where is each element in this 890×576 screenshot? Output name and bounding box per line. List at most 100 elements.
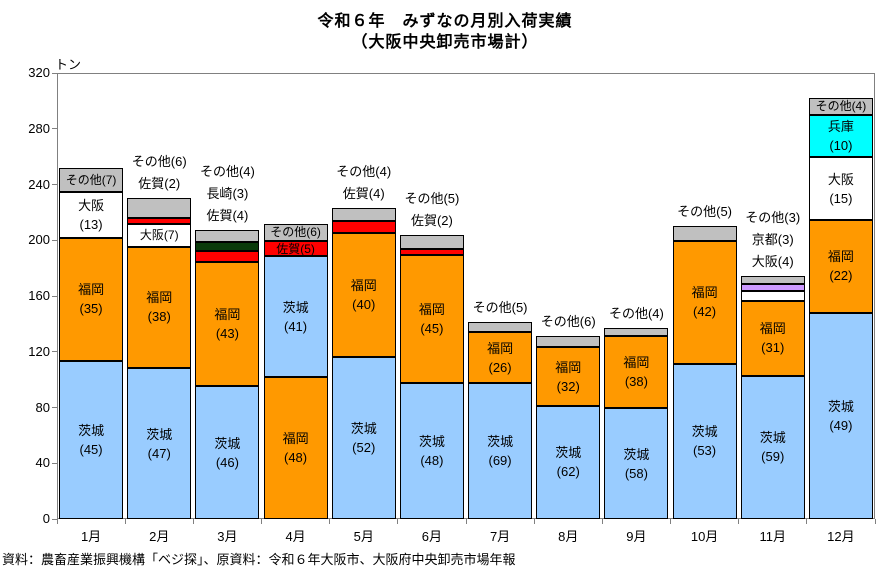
x-axis-tick: [738, 519, 740, 524]
x-axis-tick: [601, 519, 603, 524]
segment-label-1月-その他: その他(7): [65, 173, 117, 188]
segment-label-8月-福岡: 福岡 (32): [555, 359, 582, 394]
bar-segment-5月-その他: [331, 208, 396, 221]
bar-segment-8月-その他: [536, 336, 601, 348]
bar-segment-3月-その他: [195, 230, 260, 243]
month-label-12月: 12月: [827, 529, 855, 544]
bar-segment-8月-茨城: 茨城 (62): [536, 405, 601, 519]
segment-label-10月-福岡: 福岡 (42): [691, 285, 718, 320]
x-axis-tick: [124, 519, 126, 524]
month-label-1月: 1月: [80, 529, 102, 544]
bar-segment-5月-佐賀: [331, 220, 396, 234]
bar-segment-3月-佐賀: [195, 250, 260, 263]
segment-label-7月-福岡: 福岡 (26): [487, 340, 514, 375]
bar-segment-12月-福岡: 福岡 (22): [808, 220, 873, 313]
bar-segment-9月-福岡: 福岡 (38): [604, 335, 669, 409]
bar-segment-10月-福岡: 福岡 (42): [672, 240, 737, 364]
bar-segment-2月-茨城: 茨城 (47): [127, 368, 192, 519]
segment-label-11月-福岡: 福岡 (31): [759, 321, 786, 356]
segment-label-4月-茨城: 茨城 (41): [282, 299, 309, 334]
x-axis-tick: [397, 519, 399, 524]
month-label-7月: 7月: [489, 529, 511, 544]
bar-segment-6月-佐賀: [399, 248, 464, 255]
month-label-8月: 8月: [558, 529, 579, 544]
bar-segment-4月-佐賀: 佐賀(5): [263, 241, 328, 257]
month-label-2月: 2月: [149, 529, 170, 544]
x-axis-tick: [465, 519, 467, 524]
bar-segment-6月-茨城: 茨城 (48): [399, 382, 464, 519]
bar-segment-7月-茨城: 茨城 (69): [468, 383, 533, 519]
outside-label-8月-その他: その他(6): [540, 314, 596, 330]
segment-label-4月-その他: その他(6): [270, 225, 321, 240]
bar-segment-10月-茨城: 茨城 (53): [672, 363, 737, 519]
x-axis-tick: [329, 519, 331, 524]
outside-label-2月-その他: その他(6): [131, 154, 187, 170]
segment-label-2月-大阪: 大阪(7): [139, 228, 179, 243]
outside-label-10月-その他: その他(5): [677, 204, 733, 220]
y-axis-label-80: 80: [35, 399, 50, 415]
outside-label-6月-佐賀: 佐賀(2): [410, 212, 453, 228]
outside-label-3月-長崎: 長崎(3): [206, 186, 249, 202]
outside-label-11月-京都: 京都(3): [751, 232, 794, 248]
segment-label-10月-茨城: 茨城 (53): [691, 424, 718, 459]
month-label-5月: 5月: [353, 529, 374, 544]
bar-segment-6月-福岡: 福岡 (45): [399, 254, 464, 383]
segment-label-1月-福岡: 福岡 (35): [78, 282, 105, 317]
bar-segment-12月-その他: その他(4): [808, 98, 873, 115]
y-axis-tick: [52, 239, 57, 241]
bar-segment-3月-長崎: [195, 242, 260, 251]
outside-label-5月-佐賀: 佐賀(4): [342, 186, 385, 202]
y-axis-tick: [52, 72, 57, 74]
segment-label-1月-大阪: 大阪 (13): [78, 198, 105, 233]
y-axis-unit-label: トン: [55, 57, 82, 72]
outside-label-3月-その他: その他(4): [199, 164, 255, 180]
segment-label-12月-兵庫: 兵庫 (10): [827, 118, 854, 153]
bar-segment-1月-茨城: 茨城 (45): [59, 360, 124, 519]
bar-segment-12月-茨城: 茨城 (49): [808, 312, 873, 519]
bar-segment-11月-京都: [740, 283, 805, 292]
segment-label-12月-その他: その他(4): [815, 99, 867, 114]
segment-label-12月-福岡: 福岡 (22): [827, 249, 854, 284]
bar-segment-5月-茨城: 茨城 (52): [331, 357, 396, 519]
month-label-6月: 6月: [421, 529, 443, 544]
y-axis-label-240: 240: [28, 176, 50, 192]
segment-label-2月-福岡: 福岡 (38): [146, 290, 173, 325]
bar-segment-4月-その他: その他(6): [263, 223, 328, 242]
bar-segment-11月-大阪: [740, 291, 805, 301]
bar-segment-6月-その他: [399, 234, 464, 249]
bar-segment-1月-大阪: 大阪 (13): [59, 192, 124, 239]
outside-label-11月-その他: その他(3): [745, 210, 801, 226]
bar-segment-12月-大阪: 大阪 (15): [808, 157, 873, 221]
page-subtitle: （大阪中央卸売市場計）: [351, 34, 539, 51]
y-axis-tick: [52, 295, 57, 297]
bar-segment-2月-その他: [127, 198, 192, 218]
bar-segment-4月-福岡: 福岡 (48): [263, 377, 328, 519]
segment-label-9月-福岡: 福岡 (38): [623, 354, 650, 389]
segment-label-11月-茨城: 茨城 (59): [759, 430, 786, 465]
segment-label-5月-茨城: 茨城 (52): [350, 421, 377, 456]
y-axis-tick: [52, 128, 57, 130]
x-axis-tick: [533, 519, 535, 524]
bar-segment-5月-福岡: 福岡 (40): [331, 233, 396, 358]
bar-segment-3月-福岡: 福岡 (43): [195, 262, 260, 387]
bar-segment-11月-茨城: 茨城 (59): [740, 375, 805, 519]
outside-label-7月-その他: その他(5): [472, 300, 528, 316]
x-axis-tick: [806, 519, 808, 524]
outside-label-11月-大阪: 大阪(4): [751, 254, 794, 270]
segment-label-1月-茨城: 茨城 (45): [78, 422, 105, 457]
bar-segment-7月-その他: [468, 322, 533, 333]
bar-segment-9月-その他: [604, 328, 669, 336]
page-title: 令和６年 みずなの月別入荷実績: [317, 13, 573, 30]
segment-label-8月-茨城: 茨城 (62): [555, 445, 582, 480]
segment-label-6月-福岡: 福岡 (45): [418, 301, 445, 336]
y-axis-tick: [52, 184, 57, 185]
segment-label-3月-茨城: 茨城 (46): [214, 435, 241, 470]
bar-segment-7月-福岡: 福岡 (26): [468, 332, 533, 384]
outside-label-3月-佐賀: 佐賀(4): [206, 208, 249, 224]
y-axis-label-200: 200: [28, 232, 50, 248]
month-label-11月: 11月: [759, 529, 786, 544]
month-label-9月: 9月: [626, 529, 647, 544]
y-axis-tick: [52, 462, 57, 464]
month-label-3月: 3月: [217, 529, 238, 544]
